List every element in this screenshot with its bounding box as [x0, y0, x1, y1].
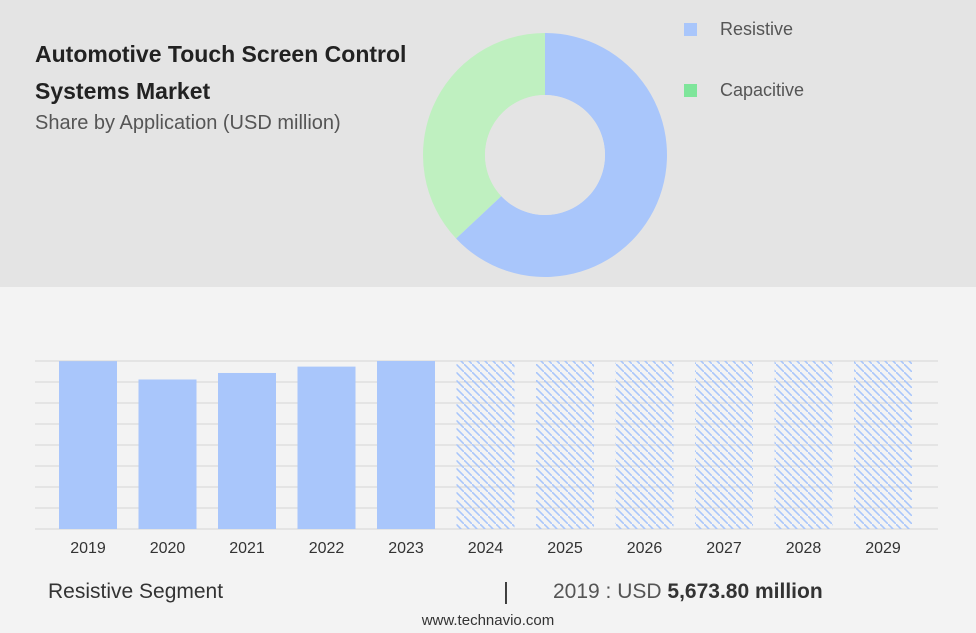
segment-label: Resistive Segment	[48, 580, 224, 603]
x-tick-label: 2019	[70, 540, 106, 557]
x-tick-label: 2027	[706, 540, 742, 557]
donut-hole	[485, 95, 605, 215]
legend-label-capacitive: Capacitive	[720, 79, 805, 100]
legend-item-capacitive: Capacitive	[684, 79, 804, 101]
x-tick-label: 2025	[547, 540, 583, 557]
bar-2019	[59, 361, 117, 529]
source-link[interactable]: www.technavio.com	[421, 612, 555, 629]
x-tick-label: 2020	[150, 540, 186, 557]
chart-subtitle: Share by Application (USD million)	[35, 112, 341, 134]
legend-item-resistive: Resistive	[684, 18, 793, 40]
bar-2023	[377, 361, 435, 529]
x-tick-label: 2021	[229, 540, 265, 557]
bar-2029	[854, 361, 912, 529]
bar-2027	[695, 361, 753, 529]
x-tick-label: 2023	[388, 540, 424, 557]
segment-value-prefix: 2019 : USD	[553, 580, 662, 603]
bar-2021	[218, 372, 276, 529]
legend-swatch-capacitive	[684, 83, 697, 97]
x-tick-label: 2028	[786, 540, 822, 557]
bar-2020	[138, 379, 197, 529]
legend-swatch-resistive	[684, 22, 697, 36]
footer-divider: |	[503, 578, 509, 604]
segment-value: 2019 : USD 5,673.80 million	[553, 580, 823, 604]
bar-2024	[456, 361, 515, 529]
x-tick-label: 2026	[627, 540, 663, 557]
x-tick-label: 2022	[309, 540, 345, 557]
bar-chart: 2019 2020 2021 2022 2023 2024 2025 2026 2027 2028…	[35, 360, 938, 557]
segment-value-amount: 5,673.80 million	[667, 580, 823, 603]
donut-slice-resistive	[456, 33, 667, 277]
bar-2022	[297, 366, 356, 529]
bar-2025	[536, 361, 594, 529]
bar-2026	[615, 361, 674, 529]
legend-label-resistive: Resistive	[720, 18, 794, 39]
x-tick-label: 2029	[865, 540, 901, 557]
donut-chart	[423, 33, 667, 277]
x-tick-label: 2024	[468, 540, 504, 557]
chart-title: Automotive Touch Screen Control Systems …	[35, 41, 407, 104]
donut-slice-capacitive	[423, 33, 545, 239]
bar-2028	[774, 361, 833, 529]
